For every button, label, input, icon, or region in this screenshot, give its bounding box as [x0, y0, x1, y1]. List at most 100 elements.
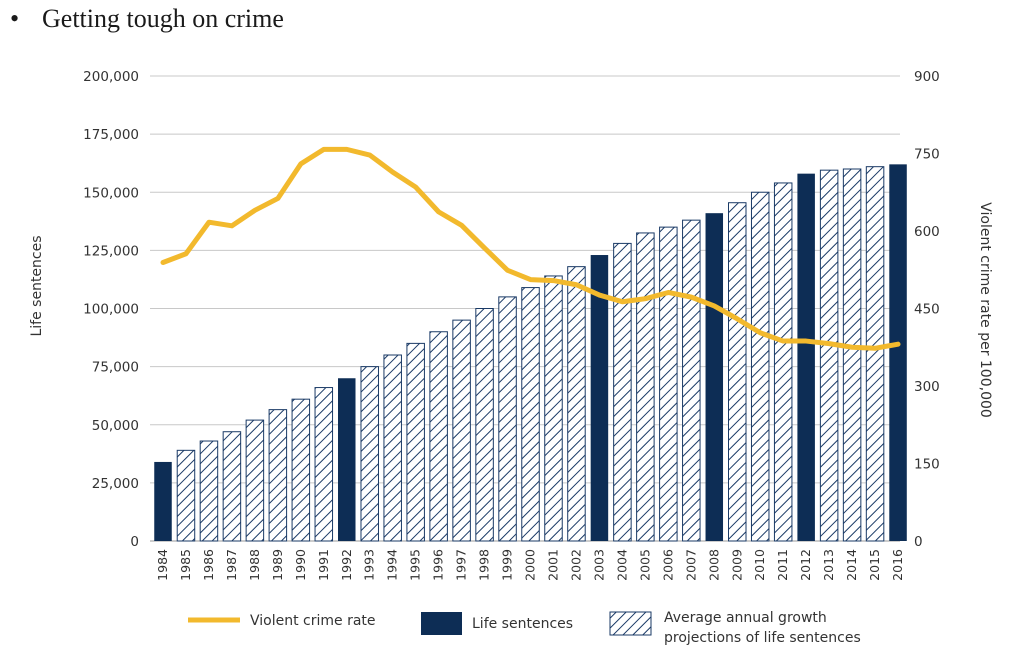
bar-projection — [521, 287, 540, 542]
bar-projection — [544, 275, 563, 542]
bar-life-sentences — [797, 173, 815, 541]
bar-projection — [222, 431, 242, 542]
legend-hatched-label-line1: Average annual growth — [664, 610, 827, 626]
bar-projection — [659, 226, 678, 542]
year-tick-label: 2007 — [683, 549, 698, 581]
year-tick-label: 1995 — [408, 549, 423, 581]
right-axis-ticks: 0 150 300 450 600 750 900 — [914, 69, 940, 550]
right-tick-label: 0 — [914, 534, 923, 550]
slide-heading: • Getting tough on crime — [10, 4, 284, 34]
year-tick-label: 2000 — [523, 549, 538, 581]
year-tick-label: 1985 — [178, 549, 193, 581]
right-tick-label: 750 — [914, 147, 940, 163]
left-tick-label: 150,000 — [83, 185, 139, 201]
bar-projection — [682, 219, 701, 542]
left-tick-label: 50,000 — [92, 418, 139, 434]
year-tick-label: 1993 — [362, 549, 377, 581]
year-tick-label: 1994 — [385, 549, 400, 581]
left-tick-label: 175,000 — [83, 127, 139, 143]
violent-crime-rate-line — [160, 146, 901, 351]
bar-projection — [750, 191, 770, 542]
year-tick-label: 2011 — [775, 549, 790, 581]
bar-projection — [773, 182, 793, 542]
heading-text: Getting tough on crime — [42, 4, 284, 33]
bar-projection — [245, 419, 265, 542]
bar-projection — [176, 449, 196, 542]
year-tick-label: 2005 — [637, 549, 652, 581]
bar-projection — [728, 202, 747, 542]
year-axis-ticks: 1984 1985 1986 1987 1988 1989 1990 1991 1992 1993… — [155, 549, 905, 581]
legend: Violent crime rate Life sentences Averag… — [188, 610, 861, 646]
legend-solid-swatch — [421, 612, 462, 635]
bar-projection — [314, 387, 334, 542]
year-tick-label: 2003 — [591, 549, 606, 581]
bar-projection — [383, 354, 402, 542]
left-tick-label: 25,000 — [92, 476, 139, 492]
year-tick-label: 1990 — [293, 549, 308, 581]
year-tick-label: 1998 — [477, 549, 492, 581]
year-tick-label: 2013 — [821, 549, 836, 581]
bar-projection — [406, 342, 425, 542]
bar-projection — [613, 242, 632, 542]
bar-life-sentences — [154, 461, 172, 541]
left-tick-label: 0 — [130, 534, 139, 550]
year-tick-label: 2009 — [729, 549, 744, 581]
year-tick-label: 2006 — [660, 549, 675, 581]
year-tick-label: 2016 — [890, 549, 905, 581]
year-tick-label: 2014 — [844, 549, 859, 581]
legend-line-label: Violent crime rate — [250, 613, 376, 629]
left-tick-label: 125,000 — [83, 243, 139, 259]
bar-projection — [360, 366, 379, 542]
bar-projection — [842, 168, 862, 542]
year-tick-label: 2008 — [706, 549, 721, 581]
bars — [154, 164, 907, 542]
year-tick-label: 1996 — [431, 549, 446, 581]
year-tick-label: 1989 — [270, 549, 285, 581]
right-tick-label: 150 — [914, 457, 940, 473]
left-axis-title: Life sentences — [29, 235, 45, 336]
year-tick-label: 1997 — [454, 549, 469, 581]
year-tick-label: 2002 — [568, 549, 583, 581]
crime-rate-line-group — [160, 146, 901, 351]
bar-projection — [865, 166, 885, 542]
bar-projection — [429, 331, 448, 542]
bar-projection — [636, 232, 655, 542]
bar-projection — [498, 296, 517, 542]
bar-life-sentences — [338, 378, 356, 541]
year-tick-label: 2001 — [545, 549, 560, 581]
year-tick-label: 1987 — [224, 549, 239, 581]
legend-hatched-swatch — [609, 611, 652, 636]
year-tick-label: 1991 — [316, 549, 331, 581]
bar-projection — [199, 440, 219, 542]
legend-hatched-label-line2: projections of life sentences — [664, 630, 861, 646]
bar-projection — [291, 398, 311, 542]
year-tick-label: 2012 — [798, 549, 813, 581]
year-tick-label: 2010 — [752, 549, 767, 581]
legend-solid-label: Life sentences — [472, 616, 573, 632]
bar-life-sentences — [590, 255, 609, 541]
right-tick-label: 450 — [914, 302, 940, 318]
right-tick-label: 900 — [914, 69, 940, 85]
year-tick-label: 2015 — [867, 549, 882, 581]
bar-life-sentences — [705, 213, 724, 542]
bar-projection — [475, 308, 494, 542]
bar-projection — [819, 169, 839, 542]
year-tick-label: 1984 — [155, 549, 170, 581]
right-axis-title: Violent crime rate per 100,000 — [977, 202, 993, 418]
bar-projection — [452, 319, 471, 542]
right-tick-label: 300 — [914, 379, 940, 395]
bullet-marker: • — [10, 4, 20, 33]
left-tick-label: 75,000 — [92, 360, 139, 376]
year-tick-label: 1988 — [247, 549, 262, 581]
year-tick-label: 2004 — [614, 549, 629, 581]
bar-projection — [268, 409, 288, 542]
bar-projection — [567, 266, 586, 542]
right-tick-label: 600 — [914, 224, 940, 240]
left-tick-label: 200,000 — [83, 69, 139, 85]
left-axis-ticks: 0 25,000 50,000 75,000 100,000 125,000 150,000… — [83, 69, 139, 550]
left-tick-label: 100,000 — [83, 302, 139, 318]
year-tick-label: 1992 — [339, 549, 354, 581]
year-tick-label: 1986 — [201, 549, 216, 581]
bar-life-sentences — [889, 164, 907, 541]
